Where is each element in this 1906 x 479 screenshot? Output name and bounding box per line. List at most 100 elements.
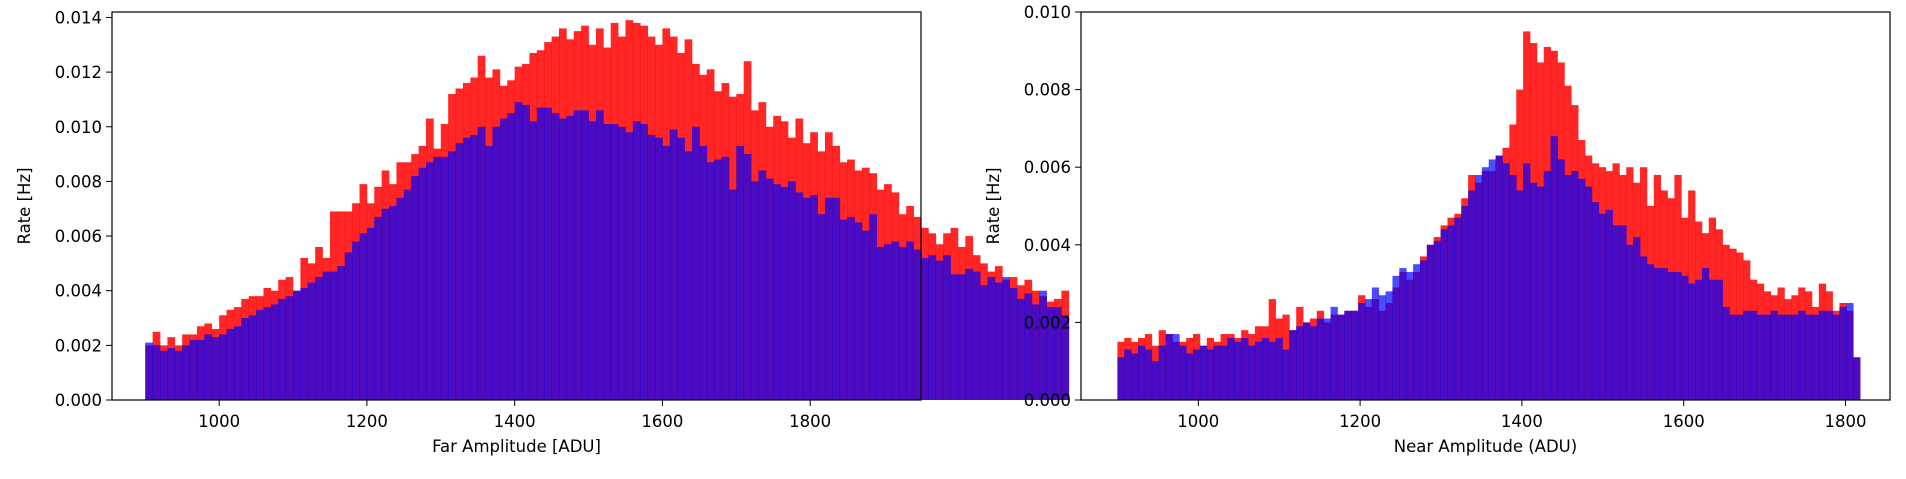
far-plot-frame	[111, 11, 922, 401]
far-series2-bar	[950, 274, 959, 400]
near-series2-bar	[1193, 349, 1201, 400]
near-series2-bar	[1413, 264, 1421, 400]
far-series2-bar	[182, 345, 190, 400]
far-y-ticks: 0.000 0.002 0.004 0.006 0.008 0.010 0.012 0.014	[55, 8, 112, 410]
near-series2-bar	[1550, 136, 1558, 400]
far-y-tick-label: 0.004	[55, 282, 102, 301]
near-series2-bar	[1234, 341, 1242, 400]
near-series2-bar	[1461, 206, 1469, 400]
far-series2-bar	[544, 107, 552, 400]
near-series2-bar	[1172, 334, 1180, 400]
near-series2-bar	[1626, 244, 1634, 400]
far-series2-bar	[957, 274, 966, 400]
far-series2-bar	[891, 241, 900, 400]
near-series2-bar	[1557, 159, 1565, 400]
near-series2-bar	[1674, 271, 1682, 400]
far-series2-bar	[160, 350, 168, 400]
far-series2-bar	[522, 104, 530, 401]
near-series2-bar	[1543, 171, 1551, 400]
far-series2-bar	[573, 110, 582, 401]
near-series2-bar	[1241, 337, 1249, 400]
near-series2-bar	[1227, 337, 1235, 400]
far-series2-bar	[167, 348, 176, 400]
near-series2-bar	[1261, 337, 1270, 400]
far-series2-bar	[810, 195, 818, 400]
far-y-tick-label: 0.000	[55, 391, 102, 410]
near-series2-bar	[1516, 190, 1524, 400]
near-series2-bar	[1598, 213, 1606, 400]
far-series2-bar	[492, 126, 501, 400]
far-series2-bar	[499, 118, 508, 400]
far-y-tick-label: 0.008	[55, 172, 102, 191]
far-series2-bar	[625, 132, 634, 401]
far-series2-bar	[448, 151, 456, 400]
far-series2-bar	[196, 339, 205, 400]
far-series2-bar	[714, 159, 722, 400]
near-series2-bar	[1667, 271, 1675, 400]
near-series2-bar	[1447, 225, 1455, 400]
near-x-axis-label: Near Amplitude (ADU)	[1394, 437, 1577, 456]
far-series2-bar	[876, 246, 885, 400]
far-series2-bar	[1046, 307, 1055, 400]
near-x-tick-label: 1800	[1825, 412, 1867, 431]
far-series2-bar	[263, 307, 272, 400]
near-series2-bar	[1530, 182, 1538, 400]
far-series2-bar	[588, 121, 597, 401]
far-series2-bar	[603, 124, 612, 400]
far-series2-bar	[241, 318, 250, 400]
near-series2-bar	[1818, 310, 1827, 400]
near-series2-bar	[1715, 279, 1723, 400]
far-series2-bar	[462, 137, 471, 400]
far-y-axis-label: Rate [Hz]	[15, 167, 34, 244]
near-series2-bar	[1179, 345, 1187, 400]
near-series2-bar	[1612, 225, 1620, 400]
near-x-tick-label: 1400	[1501, 412, 1543, 431]
far-series2-bar	[1031, 304, 1040, 400]
far-series2-bar	[329, 271, 338, 400]
far-series2-bar	[691, 126, 700, 400]
near-series2-bar	[1805, 314, 1813, 400]
far-series2-bar	[1061, 315, 1070, 400]
near-series2-bar	[1323, 318, 1331, 400]
near-series2-bar	[1646, 264, 1655, 400]
near-x-ticks: 1000 1200 1400 1600 1800	[1177, 400, 1867, 431]
near-series2-bar	[1131, 353, 1139, 400]
near-series2-bar	[1426, 244, 1435, 400]
far-series2-bar	[743, 154, 752, 400]
far-series2-bar	[817, 214, 826, 400]
near-series2-bar	[1743, 310, 1751, 400]
far-series2-bar	[677, 137, 685, 400]
far-y-tick-label: 0.006	[55, 227, 102, 246]
far-series2-bar	[662, 145, 671, 400]
near-series2-bar	[1536, 186, 1545, 400]
far-series2-bar	[595, 110, 604, 401]
near-series2-bar	[1791, 314, 1799, 400]
near-series2-bar	[1433, 240, 1441, 400]
far-series2-bar	[684, 151, 693, 400]
near-series2-bar	[1468, 190, 1476, 400]
far-series2-bar	[322, 271, 331, 400]
near-series2-bar	[1358, 303, 1366, 400]
near-bars	[1117, 31, 1861, 401]
near-series2-bar	[1406, 271, 1414, 400]
far-series2-bar	[315, 277, 323, 400]
far-series2-bar	[1002, 277, 1011, 400]
near-series2-bar	[1564, 174, 1572, 400]
far-series2-bar	[1017, 298, 1025, 400]
near-series2-bar	[1736, 314, 1744, 400]
near-series2-bar	[1303, 322, 1311, 400]
far-series2-bar	[226, 328, 235, 400]
far-series2-bar	[943, 255, 951, 400]
far-series2-bar	[758, 170, 767, 400]
near-y-tick-label: 0.002	[1024, 313, 1071, 332]
far-series2-bar	[972, 271, 981, 400]
far-series2-bar	[278, 298, 286, 400]
far-series2-bar	[248, 315, 257, 400]
far-series2-bar	[847, 216, 855, 400]
far-series2-bar	[204, 334, 213, 400]
near-series2-bar	[1633, 237, 1641, 400]
far-series2-bar	[884, 244, 892, 400]
far-series2-bar	[337, 266, 346, 400]
far-series2-bar	[300, 287, 309, 400]
far-series2-bar	[765, 178, 774, 400]
